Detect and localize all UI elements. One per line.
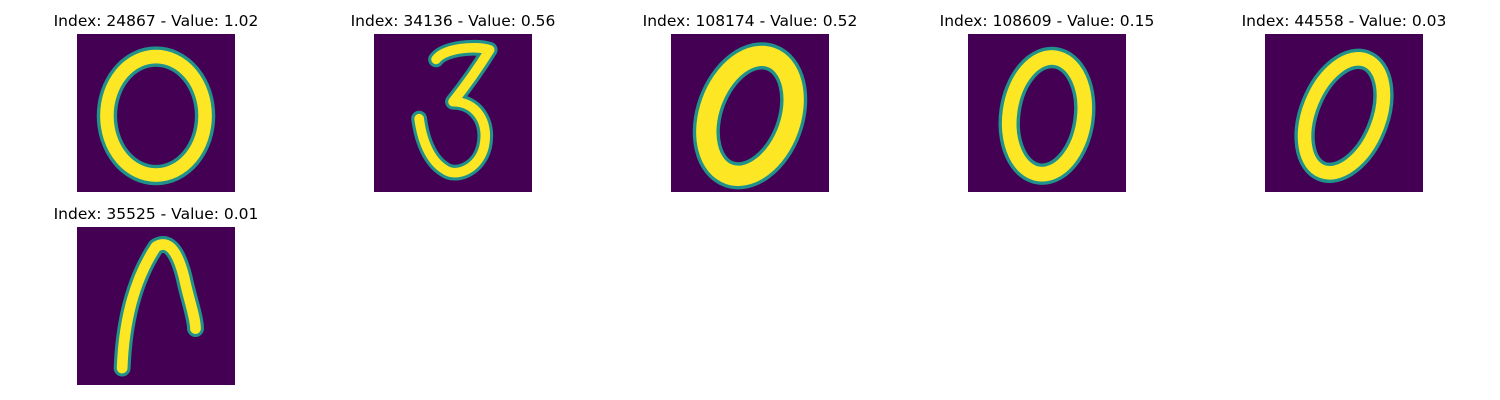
panel-title-1: Index: 24867 - Value: 1.02 bbox=[53, 12, 259, 30]
digit-image-6 bbox=[77, 227, 235, 385]
digit-stroke bbox=[1297, 52, 1391, 180]
digit-image-5 bbox=[1265, 34, 1423, 192]
panel-title-5: Index: 44558 - Value: 0.03 bbox=[1241, 12, 1447, 30]
panel-title-2: Index: 34136 - Value: 0.56 bbox=[350, 12, 556, 30]
digit-image-4 bbox=[968, 34, 1126, 192]
panel-title-3: Index: 108174 - Value: 0.52 bbox=[642, 12, 858, 30]
panel-title-4: Index: 108609 - Value: 0.15 bbox=[939, 12, 1155, 30]
digit-image-3 bbox=[671, 34, 829, 192]
digit-stroke bbox=[696, 45, 804, 186]
digit-image-2 bbox=[374, 34, 532, 192]
digit-stroke bbox=[100, 49, 212, 182]
panel-title-6: Index: 35525 - Value: 0.01 bbox=[53, 205, 259, 223]
digit-stroke bbox=[116, 239, 201, 374]
digit-image-1 bbox=[77, 34, 235, 192]
digit-stroke bbox=[414, 43, 495, 178]
digit-stroke bbox=[1001, 50, 1093, 182]
